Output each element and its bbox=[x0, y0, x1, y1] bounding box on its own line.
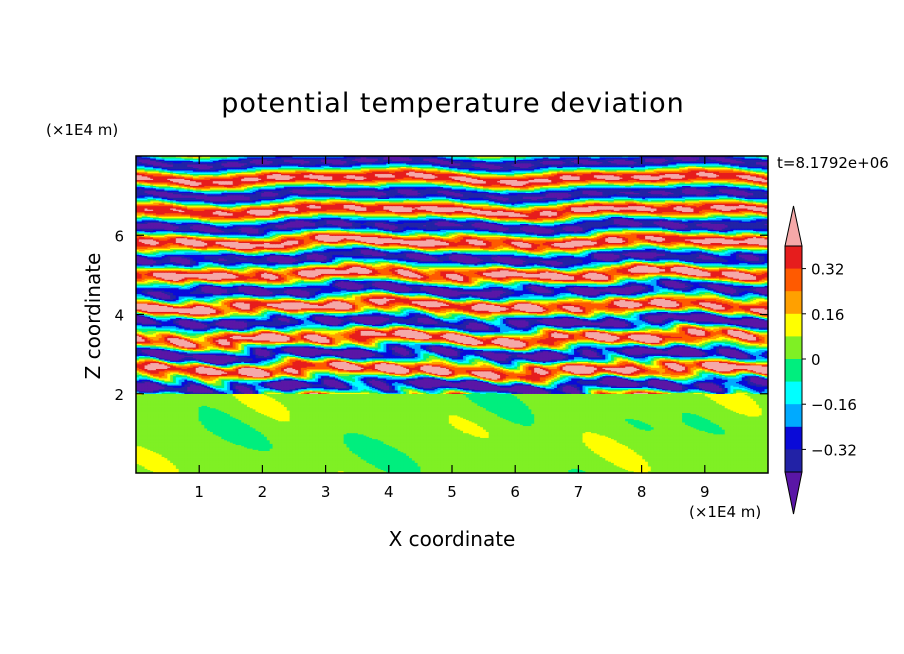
time-label: t=8.1792e+06 bbox=[777, 154, 889, 172]
y-units-label: (×1E4 m) bbox=[46, 121, 118, 139]
plot-area bbox=[136, 156, 771, 474]
chart-title: potential temperature deviation bbox=[221, 88, 684, 119]
